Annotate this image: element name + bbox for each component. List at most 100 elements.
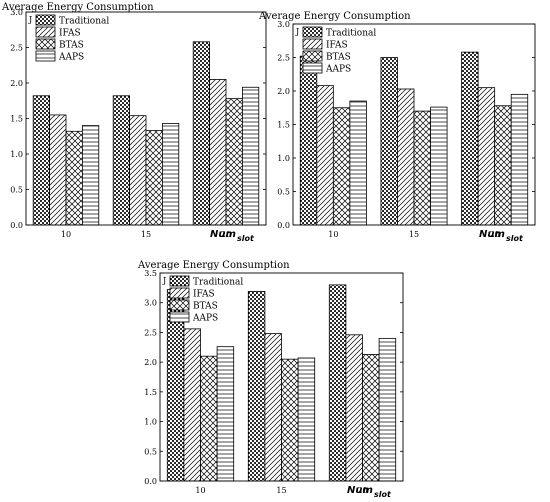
y-axis-unit: J (295, 27, 299, 36)
bar-btas-20 (494, 105, 512, 226)
x-axis-label: Num (479, 229, 505, 240)
bar-traditional-10 (32, 95, 51, 226)
plot-frame (159, 272, 404, 482)
chart-title: Average Energy Consumption (137, 260, 290, 271)
bar-aaps-15 (297, 357, 316, 482)
legend-label-aaps: AAPS (192, 314, 218, 324)
y-tick-label: 2.0 (10, 79, 23, 88)
bar-btas-15 (281, 358, 299, 482)
legend-swatch-ifas (302, 38, 323, 50)
x-tick-label: 10 (195, 486, 205, 495)
legend-swatch-aaps (169, 311, 190, 323)
bar-aaps-15 (430, 106, 448, 226)
legend-label-aaps: AAPS (325, 65, 351, 75)
legend-label-btas: BTAS (193, 302, 218, 312)
legend-label-traditional: Traditional (59, 17, 109, 27)
x-tick-label: 10 (328, 230, 338, 239)
bar-btas-20 (362, 354, 380, 482)
x-tick-label: 20 (357, 486, 367, 495)
bar-traditional-15 (247, 291, 266, 482)
bar-ifas-10 (316, 85, 334, 226)
plot-frame (25, 11, 267, 226)
y-tick-label: 0.5 (277, 188, 290, 197)
y-axis-unit: J (162, 276, 166, 285)
x-tick-label: 20 (490, 230, 500, 239)
bar-ifas-20 (345, 334, 363, 482)
y-tick-label: 2.5 (10, 44, 23, 53)
bar-btas-10 (200, 355, 218, 482)
bar-traditional-20 (328, 284, 347, 482)
x-axis-label: Num (347, 485, 373, 496)
x-tick-label: 15 (141, 230, 151, 239)
legend-label-traditional: Traditional (193, 278, 243, 288)
bar-aaps-20 (378, 337, 397, 482)
chart-panel-3: Average Energy Consumption J 0.0 0.5 1.0 1.5 2… (137, 260, 404, 499)
y-tick-label: 2.0 (277, 87, 290, 96)
y-tick-label: 0.0 (277, 221, 290, 230)
y-tick-label: 0.0 (10, 221, 23, 230)
bar-ifas-20 (477, 87, 496, 226)
legend-swatch-ifas (169, 287, 190, 299)
legend-swatch-ifas (35, 26, 56, 38)
bar-traditional-10 (299, 55, 318, 226)
legend-label-btas: BTAS (326, 53, 351, 63)
bar-traditional-15 (112, 95, 130, 226)
legend-swatch-btas (302, 50, 323, 62)
legend-swatch-traditional (302, 26, 323, 38)
y-tick-label: 1.0 (144, 418, 157, 427)
x-axis-label-subscript: slot (506, 234, 524, 243)
legend-swatch-btas (35, 38, 56, 50)
chart-panel-1: Average Energy Consumption J 0.0 0.5 1.0 1.5 2… (1, 2, 267, 243)
bar-btas-10 (65, 130, 83, 226)
x-tick-label: 10 (61, 230, 71, 239)
y-tick-label: 2.5 (277, 54, 290, 63)
legend-label-ifas: IFAS (59, 29, 81, 39)
bar-aaps-20 (241, 86, 260, 226)
y-tick-label: 1.0 (10, 150, 23, 159)
bar-traditional-15 (380, 57, 398, 226)
legend-swatch-traditional (169, 275, 190, 287)
legend: Traditional IFAS BTAS AAPS (169, 275, 243, 324)
bar-ifas-15 (129, 115, 147, 226)
y-axis-unit: J (28, 15, 32, 24)
bar-btas-10 (332, 107, 351, 226)
legend: Traditional IFAS BTAS AAPS (35, 14, 109, 63)
plot-frame (292, 23, 536, 226)
bar-ifas-20 (209, 79, 227, 226)
bar-ifas-10 (183, 328, 201, 482)
y-tick-label: 3.0 (144, 299, 157, 308)
x-axis-label: Num (210, 229, 236, 240)
legend-swatch-btas (169, 299, 190, 311)
chart-title: Average Energy Consumption (258, 11, 411, 22)
bar-ifas-15 (264, 333, 282, 482)
x-axis-label-subscript: slot (374, 490, 392, 499)
y-tick-label: 1.5 (10, 115, 23, 124)
legend-label-btas: BTAS (59, 41, 84, 51)
x-axis-label-subscript: slot (237, 234, 255, 243)
legend-label-aaps: AAPS (58, 53, 84, 63)
legend: Traditional IFAS BTAS AAPS (302, 26, 376, 75)
legend-label-ifas: IFAS (193, 290, 215, 300)
x-tick-label: 20 (221, 230, 231, 239)
y-tick-label: 0.5 (10, 186, 23, 195)
x-tick-label: 15 (409, 230, 419, 239)
bar-btas-15 (145, 130, 163, 226)
y-tick-label: 3.5 (144, 269, 157, 278)
chart-title: Average Energy Consumption (1, 2, 154, 13)
bar-ifas-10 (49, 114, 67, 226)
y-tick-label: 0.5 (144, 447, 157, 456)
x-tick-label: 15 (276, 486, 286, 495)
bar-traditional-20 (192, 41, 210, 226)
bar-aaps-10 (82, 125, 100, 226)
bar-btas-15 (413, 110, 431, 226)
y-tick-label: 3.0 (277, 20, 290, 29)
y-tick-label: 0.0 (144, 477, 157, 486)
y-tick-label: 1.5 (144, 388, 157, 397)
bar-btas-20 (225, 98, 243, 226)
y-tick-label: 1.0 (277, 154, 290, 163)
legend-swatch-aaps (302, 62, 323, 74)
legend-swatch-aaps (35, 50, 56, 62)
legend-label-ifas: IFAS (326, 41, 348, 51)
y-tick-label: 3.0 (10, 8, 23, 17)
